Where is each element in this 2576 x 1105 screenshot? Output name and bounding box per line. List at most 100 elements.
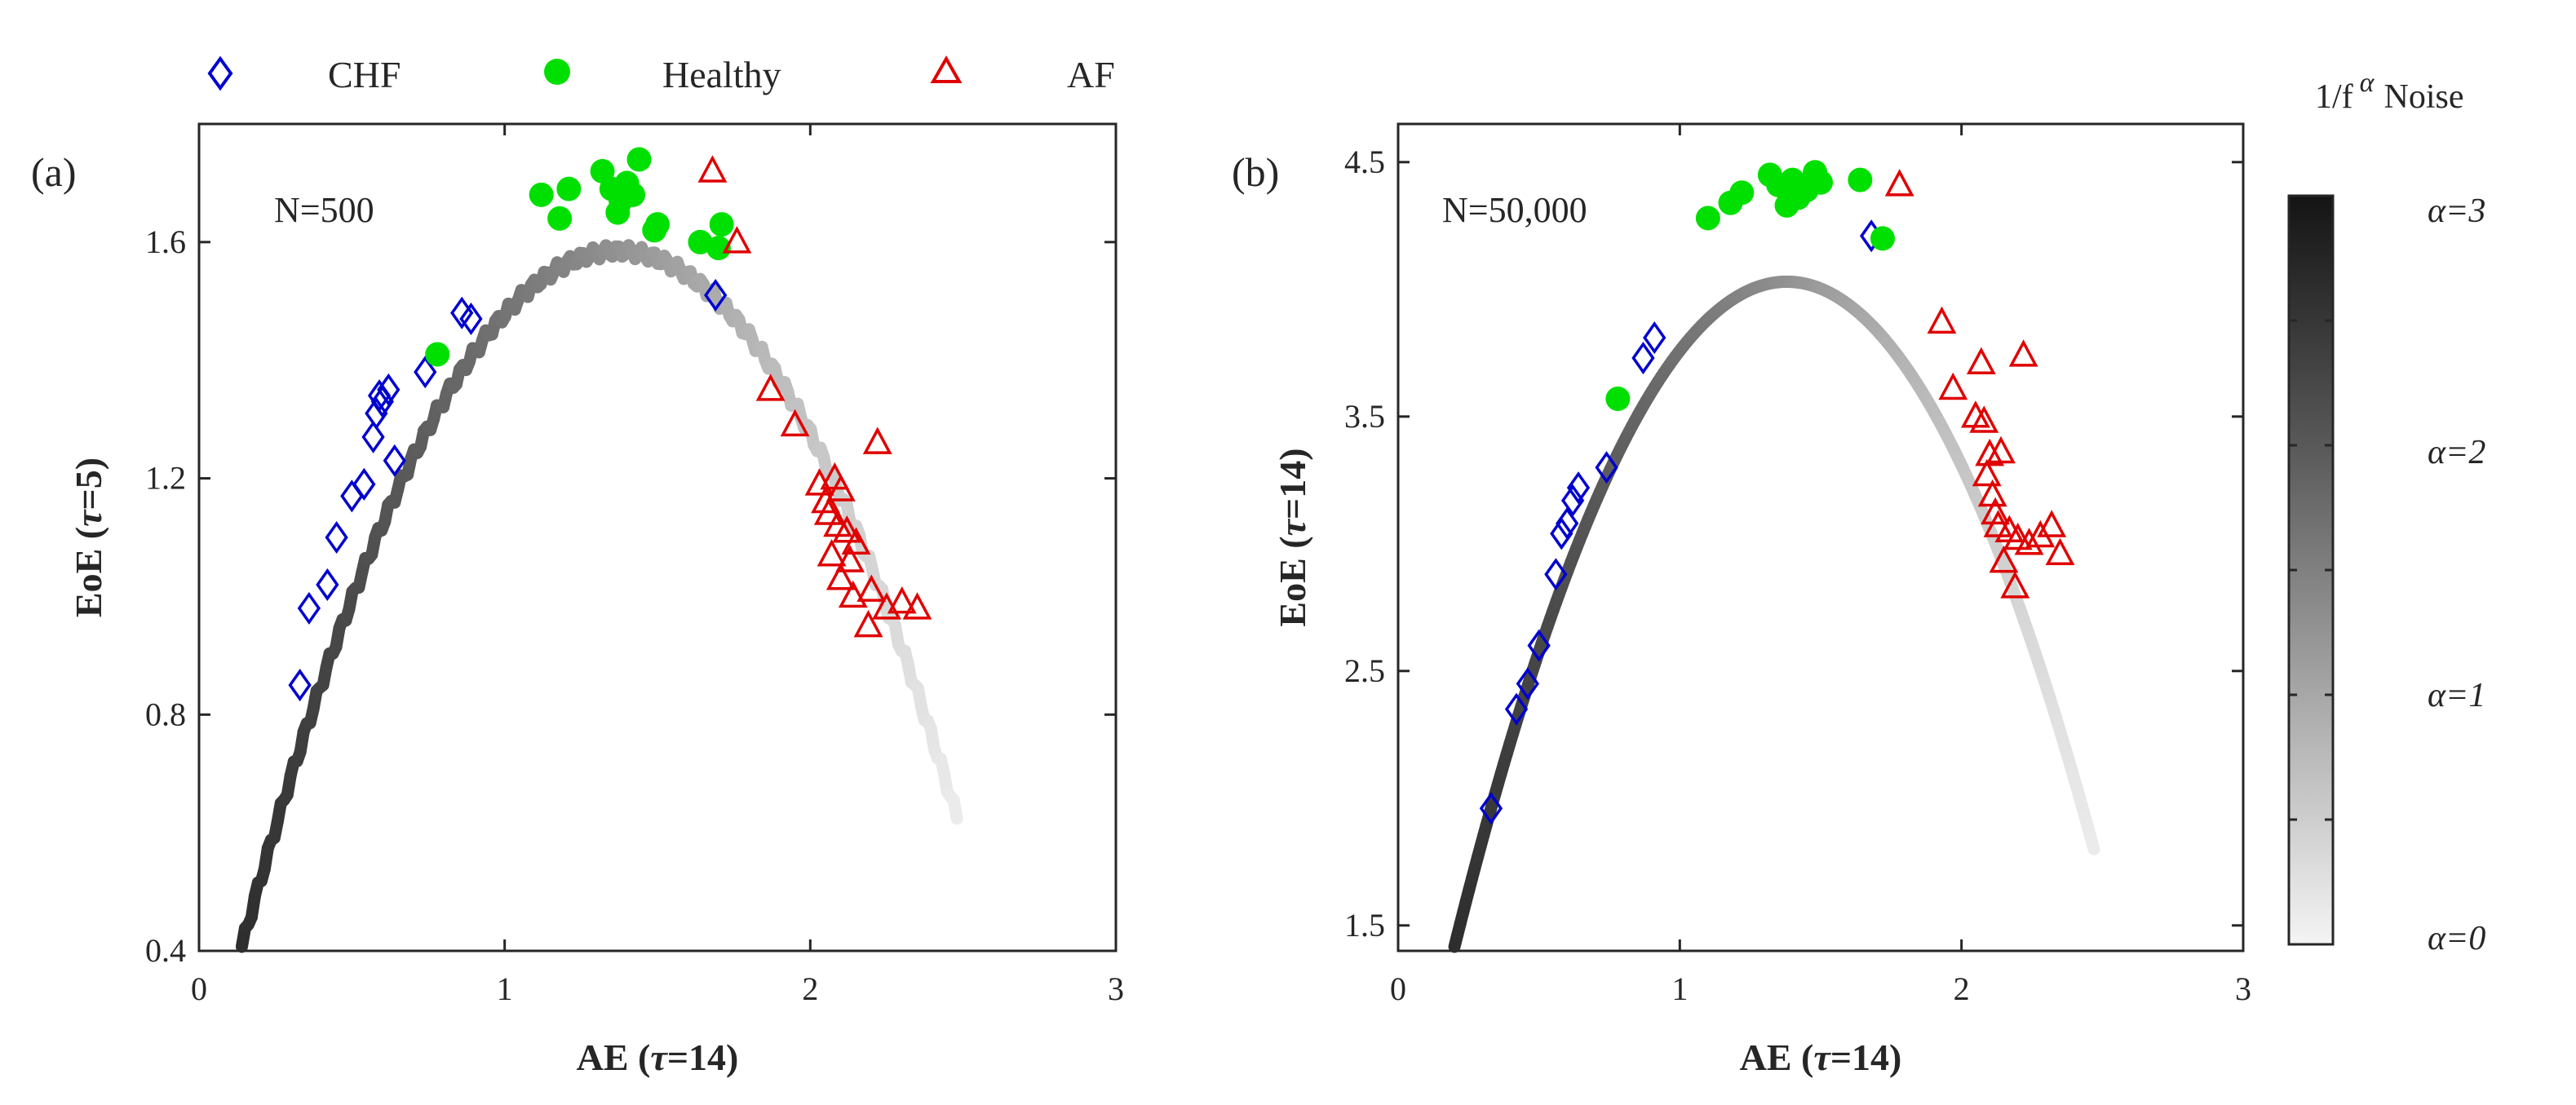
panel-a-chf-point: [414, 356, 437, 389]
panel-b-ticks: 0 1 2 3 1.5 2.5 3.5 4.5: [1344, 124, 2251, 1007]
panel-a-healthy-point: [547, 206, 573, 231]
panel-b-x-tick-label: 1: [1671, 970, 1688, 1007]
panel-b-chf-point: [1595, 451, 1618, 484]
panel-a-af-point: [832, 515, 862, 543]
legend-item-af: AF: [930, 54, 1115, 95]
panel-b-chf-point: [1516, 667, 1539, 701]
panel-b-af-point: [1969, 405, 1999, 433]
legend-healthy-marker-icon: [544, 59, 570, 85]
panel-b-y-tick-label: 3.5: [1344, 398, 1385, 435]
panel-b-af-point: [1986, 435, 2016, 464]
legend-chf-label: CHF: [328, 54, 401, 95]
legend-item-healthy: Healthy: [544, 54, 781, 95]
panel-a-y-tick-label: 0.4: [145, 932, 186, 969]
panel-a-af-point: [887, 586, 917, 614]
panel-b-x-axis-label: AE (τ=14): [1740, 1036, 1902, 1078]
panel-a-x-tick-label: 3: [1108, 970, 1124, 1007]
panel-b-af-point: [1983, 510, 2013, 537]
panel-b-healthy-point: [1695, 206, 1720, 231]
panel-a-sample-size: N=500: [274, 190, 374, 230]
panel-a-af-point: [862, 427, 892, 454]
panel-a-chf-point: [297, 591, 321, 625]
panel-b-chf-point: [1504, 692, 1529, 726]
legend-item-chf: CHF: [207, 54, 401, 95]
panel-b-y-tick-label: 4.5: [1344, 144, 1385, 180]
panel-b-healthy-point: [1808, 170, 1833, 195]
panel-a-healthy-point: [621, 182, 646, 207]
panel-b-noise-curve: [1448, 275, 2100, 953]
colorbar-label-alpha-1: α=1: [2428, 677, 2485, 714]
panel-a-af-point: [902, 592, 932, 620]
colorbar-label-alpha-3: α=3: [2428, 192, 2485, 230]
panel-b-af-point: [1938, 372, 1968, 400]
panel-b-noise-curve-segment: [2084, 832, 2100, 855]
panel-a-markers: [288, 147, 932, 702]
panel-b-healthy-point: [1605, 386, 1631, 411]
panel-a-y-tick-label: 1.6: [145, 223, 186, 260]
panel-a-y-tick-label: 0.8: [145, 696, 186, 732]
panel-b-axes-frame: [1396, 122, 2245, 953]
panel-b-healthy-point: [1848, 167, 1873, 192]
panel-b-af-point: [1989, 545, 2019, 573]
panel-a-af-point: [697, 155, 728, 183]
panel-a-chf-point: [704, 279, 728, 312]
panel-a-chf-point: [316, 568, 339, 601]
panel-a-chf-point: [450, 296, 474, 329]
panel-b-sample-size: N=50,000: [1442, 190, 1587, 230]
panel-a-af-point: [835, 545, 865, 572]
panel-b-af-point: [2045, 537, 2075, 566]
panel-b-chf-point: [1556, 506, 1579, 540]
panel-a-label: (a): [31, 149, 77, 195]
colorbar-label-alpha-2: α=2: [2428, 434, 2485, 471]
panel-b-af-point: [2000, 571, 2030, 599]
panel-b-chf-point: [1550, 517, 1573, 550]
panel-a-ticks: 0 1 2 3 0.4 0.8 1.2 1.6: [145, 124, 1124, 1007]
panel-a-healthy-point: [706, 236, 731, 261]
panel-a-x-axis-label: AE (τ=14): [577, 1036, 739, 1078]
panel-b-af-point: [2003, 522, 2033, 550]
legend-af-marker-icon: [930, 55, 963, 83]
panel-a-af-point: [755, 373, 786, 401]
panel-b-chf-point: [1566, 471, 1591, 505]
panel-a-af-point: [838, 580, 868, 608]
panel-a-af-point: [825, 562, 856, 590]
panel-a-chf-point: [383, 444, 406, 477]
panel-b-af-point: [1972, 458, 2002, 487]
panel-a-healthy-point: [626, 147, 652, 172]
panel-a: 0 1 2 3 0.4 0.8 1.2 1.6 (a) N=500 AE (τ=14) EoE…: [31, 122, 1124, 1078]
panel-a-chf-point: [361, 420, 385, 453]
panel-b-chf-point: [1479, 792, 1503, 825]
panel-b-x-tick-label: 2: [1954, 970, 1970, 1007]
panel-b-y-axis-label: EoE (τ=14): [1272, 448, 1313, 626]
legend-healthy-label: Healthy: [662, 54, 781, 95]
panel-a-chf-point: [365, 396, 388, 430]
panel-a-healthy-point: [529, 182, 554, 207]
panel-a-healthy-point: [709, 212, 734, 237]
panel-b-label: (b): [1232, 149, 1279, 195]
panel-b-healthy-point: [1729, 180, 1755, 206]
panel-a-healthy-point: [556, 176, 582, 201]
panel-a-axes-frame: [197, 122, 1118, 953]
panel-a-chf-point: [288, 669, 312, 702]
panel-a-af-point: [841, 527, 871, 555]
panel-b-af-point: [1927, 306, 1957, 334]
panel-a-x-tick-label: 1: [497, 970, 513, 1007]
panel-b: 0 1 2 31.52.53.54.5 (b) N=50,000 AE (τ=14) …: [1232, 122, 2251, 1078]
panel-b-chf-point: [1544, 558, 1568, 591]
panel-a-healthy-point: [645, 212, 670, 237]
panel-b-af-point: [1975, 438, 2005, 466]
panel-a-chf-point: [352, 467, 376, 501]
panel-a-chf-point: [377, 373, 401, 406]
panel-b-af-point: [1981, 497, 2011, 525]
panel-a-af-point: [817, 539, 847, 567]
panel-b-healthy-point: [1870, 226, 1895, 251]
panel-b-chf-point: [1643, 321, 1666, 355]
panel-a-noise-curve-segment: [947, 793, 963, 825]
panel-b-af-point: [2008, 339, 2038, 367]
panel-b-af-point: [1994, 515, 2025, 542]
panel-a-af-point: [722, 226, 752, 254]
panel-b-chf-point: [1631, 342, 1655, 375]
panel-b-af-point: [2037, 510, 2067, 537]
panel-a-af-point: [856, 574, 887, 602]
